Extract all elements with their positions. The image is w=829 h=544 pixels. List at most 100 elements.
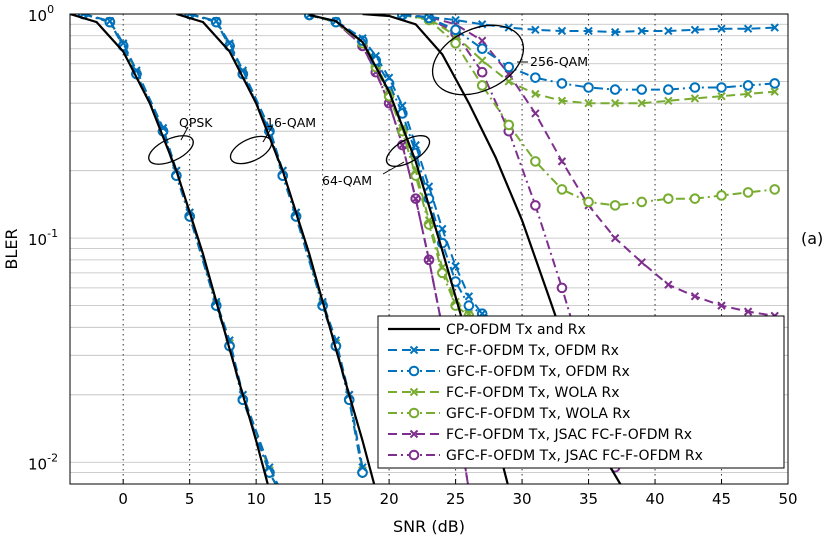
x-axis-label: SNR (dB) [393,517,465,536]
series-marker [770,23,779,32]
series-marker [556,282,568,294]
series-marker [557,96,567,105]
series-marker [408,365,420,377]
series-marker [450,24,461,36]
series-marker [769,184,781,195]
series-marker [265,463,274,472]
series-marker [583,196,594,208]
series-marker [609,84,621,95]
tick-labels: 0 5 10 15 20 25 30 35 40 45 50 100 10-1 10-2 [28,3,798,508]
series-marker [438,263,447,272]
series-marker [225,39,234,48]
series-marker [664,280,673,289]
series-marker [476,66,488,78]
annotation-ellipse [385,135,431,167]
series-marker [463,300,475,311]
series-marker [663,193,674,204]
series-marker [398,101,407,110]
series-marker [212,16,221,26]
series-marker [279,493,286,500]
series-marker [690,94,700,103]
annotation-leader [180,126,189,141]
x-tick-label: 30 [513,490,532,508]
series-marker [438,224,447,234]
series-marker [584,98,593,108]
series-marker [531,25,540,35]
annotation-layer: QPSK 16-QAM 64-QAM 256-QAM [148,24,588,188]
series-marker [689,82,701,93]
series-marker [637,26,646,36]
series-marker [503,119,515,131]
series-marker [465,486,474,495]
series-marker [717,24,726,33]
series-marker [770,87,779,96]
series-layer [70,14,781,502]
x-tick-label: 0 [118,490,128,508]
series-marker [716,82,727,93]
y-tick-label: 10-1 [28,227,58,249]
x-tick-label: 10 [247,490,266,508]
series-marker [424,255,434,265]
series-marker [557,26,567,36]
y-axis-label: BLER [2,228,21,269]
series-marker [637,258,646,267]
annotation-ellipse [431,24,525,96]
series-marker [717,91,726,101]
series-marker [424,182,434,191]
legend-label: FC-F-OFDM Tx, JSAC FC-F-OFDM Rx [446,427,692,443]
series-marker [609,200,621,211]
x-tick-label: 45 [712,490,731,508]
series-marker [105,16,115,26]
series-marker [424,14,434,22]
series-marker [279,491,286,498]
series-marker [450,38,461,49]
annotation-leader [262,126,273,143]
legend-label: FC-F-OFDM Tx, OFDM Rx [446,343,619,359]
x-tick-label: 20 [380,490,399,508]
legend-label: GFC-F-OFDM Tx, WOLA Rx [446,406,630,422]
series-marker [743,307,753,316]
series-marker [531,89,540,99]
series-marker [411,194,420,203]
series-marker [557,157,567,166]
annotation-ellipse [148,135,194,165]
series-marker [530,72,541,83]
series-marker [503,61,515,73]
series-line [176,14,376,484]
annotation-leader [382,161,405,175]
y-tick-label: 10-2 [28,451,58,473]
x-tick-label: 50 [778,490,797,508]
series-marker [530,200,541,211]
annotation-label: 64-QAM [322,173,372,188]
legend-label: FC-F-OFDM Tx, WOLA Rx [446,385,620,401]
legend-label: GFC-F-OFDM Tx, OFDM Rx [446,364,630,380]
series-marker [610,27,620,37]
annotation-label: 256-QAM [530,54,588,69]
x-tick-label: 15 [313,490,332,508]
y-tick-label: 100 [28,3,54,25]
panel-label: (a) [801,229,823,248]
series-line [189,14,364,468]
x-tick-label: 40 [645,490,664,508]
series-marker [531,109,540,118]
series-marker [279,493,286,500]
series-line [70,14,269,484]
x-tick-label: 5 [185,490,195,508]
series-marker [398,14,407,20]
series-marker [476,43,488,55]
legend-box [377,315,785,469]
series-marker [664,26,673,36]
annotation-ellipse [229,135,273,165]
annotation-label: QPSK [179,115,213,130]
series-marker [465,487,472,494]
series-marker [742,80,754,91]
series-marker [424,216,434,225]
series-marker [610,98,620,108]
series-marker [278,493,287,502]
series-marker [689,193,701,204]
series-marker [118,39,128,48]
series-marker [717,301,726,310]
plot-frame [69,13,789,485]
series-marker [408,449,420,461]
